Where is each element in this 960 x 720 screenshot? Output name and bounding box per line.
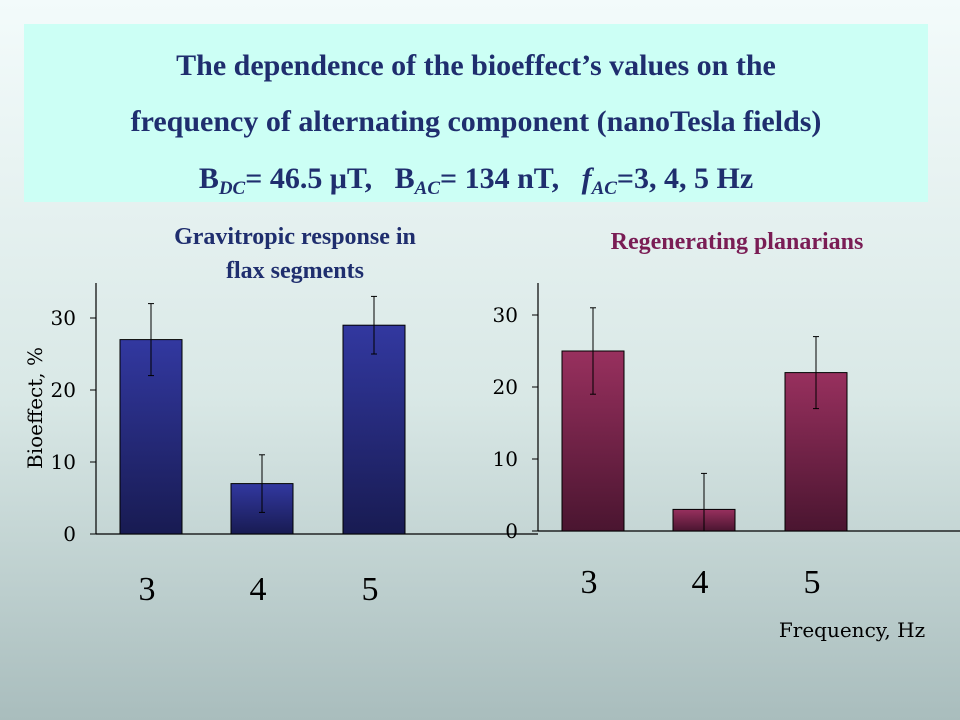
chart-1-y-tick-label: 20 — [51, 378, 76, 402]
title-line-2: frequency of alternating component (nano… — [130, 105, 822, 138]
b-dc-value: = 46.5 μT, — [245, 162, 373, 195]
title-box: The dependence of the bioeffect’s values… — [24, 24, 928, 202]
b-dc-symbol: B — [198, 162, 219, 195]
chart-2-category-label: 5 — [804, 564, 821, 601]
dc-subscript: DC — [218, 178, 246, 199]
f-ac-subscript: AC — [591, 178, 617, 199]
b-ac-value: = 134 nT, — [440, 162, 560, 195]
chart-1-y-tick-label: 10 — [51, 450, 76, 474]
chart-2-y-tick-label: 10 — [493, 447, 518, 471]
title-line-1: The dependence of the bioeffect’s values… — [176, 49, 776, 82]
b-ac-symbol: B — [394, 162, 415, 195]
chart-1-category-label: 3 — [139, 571, 156, 608]
chart-1-y-axis-label: Bioeffect, % — [23, 347, 47, 469]
ac-subscript: AC — [414, 178, 440, 199]
chart-1-y-tick-label: 30 — [51, 306, 76, 330]
chart-2-y-tick-label: 20 — [493, 375, 518, 399]
chart-2-category-label: 3 — [581, 564, 598, 601]
chart-1-bar-5 — [342, 324, 406, 535]
f-ac-value: =3, 4, 5 Hz — [616, 162, 754, 195]
chart-1-title-line: flax segments — [226, 258, 364, 284]
chart-2-y-tick-label: 0 — [505, 519, 518, 543]
chart-1-y-tick-label: 0 — [63, 522, 76, 546]
chart-2-x-axis-label: Frequency, Hz — [779, 618, 925, 642]
f-ac-symbol: f — [581, 162, 592, 195]
title-line-3: BDC= 46.5 μT, BAC= 134 nT, fAC=3, 4, 5 H… — [24, 162, 928, 199]
chart-2-title-line: Regenerating planarians — [611, 229, 864, 255]
chart-1-title-line: Gravitropic response in — [174, 224, 416, 250]
chart-2-category-label: 4 — [692, 564, 709, 601]
chart-2-y-tick-label: 30 — [493, 303, 518, 327]
chart-1-category-label: 4 — [250, 571, 267, 608]
chart-1-category-label: 5 — [362, 571, 379, 608]
